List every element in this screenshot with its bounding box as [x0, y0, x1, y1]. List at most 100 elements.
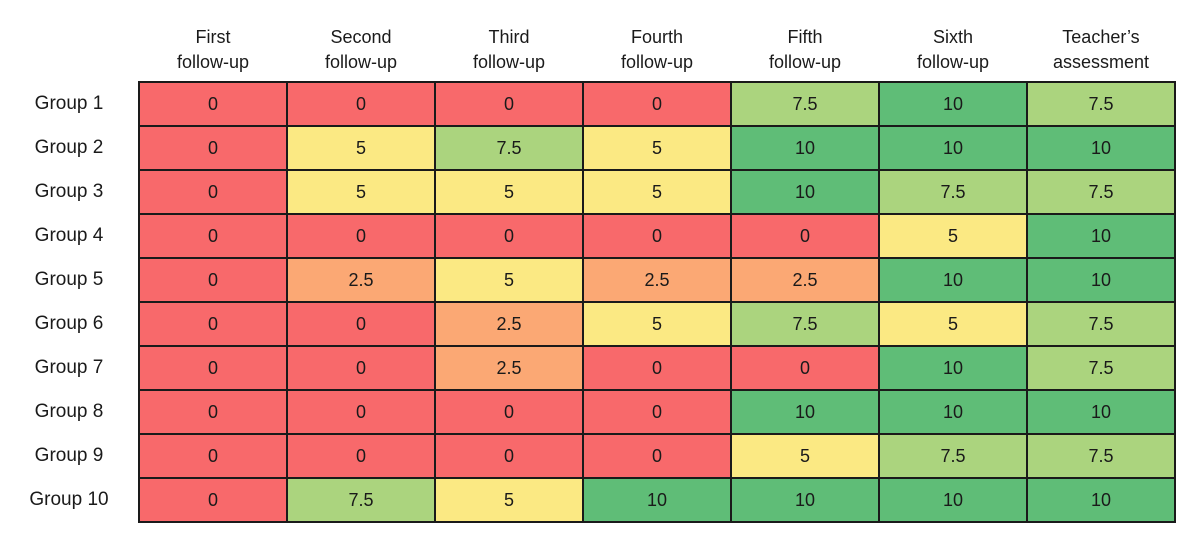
heatmap-cell: 7.5: [1026, 301, 1176, 347]
row-label: Group 9: [0, 434, 139, 478]
heatmap-header-row: First follow-up Second follow-up Third f…: [0, 6, 1175, 82]
heatmap-cell: 5: [878, 301, 1028, 347]
column-header-line2: follow-up: [768, 51, 842, 72]
heatmap-body: Group 1 0 0 0 0 7.5 10 7.5 Group 2 0 5 7…: [0, 81, 1176, 523]
table-row: Group 4 0 0 0 0 0 5 10: [0, 213, 1176, 259]
assessment-heatmap-table: First follow-up Second follow-up Third f…: [0, 6, 1176, 523]
heatmap-cell: 0: [582, 433, 732, 479]
heatmap-cell: 0: [582, 389, 732, 435]
row-label: Group 5: [0, 258, 139, 302]
column-header-line1: Third: [488, 27, 530, 48]
heatmap-cell: 2.5: [582, 257, 732, 303]
heatmap-cell: 10: [878, 125, 1028, 171]
column-header: Third follow-up: [435, 6, 583, 82]
row-label: Group 1: [0, 82, 139, 126]
heatmap-cell: 0: [286, 345, 436, 391]
heatmap-cell: 2.5: [730, 257, 880, 303]
heatmap-cell: 0: [582, 213, 732, 259]
heatmap-cell: 7.5: [1026, 81, 1176, 127]
heatmap-cell: 7.5: [286, 477, 436, 523]
row-label: Group 7: [0, 346, 139, 390]
heatmap-cell: 10: [1026, 477, 1176, 523]
column-header-line1: Teacher’s: [1062, 27, 1140, 48]
column-header-line2: assessment: [1052, 51, 1150, 72]
heatmap-cell: 7.5: [1026, 433, 1176, 479]
column-header-line1: First: [195, 27, 231, 48]
heatmap-cell: 0: [286, 213, 436, 259]
row-label: Group 3: [0, 170, 139, 214]
heatmap-cell: 2.5: [434, 301, 584, 347]
column-header-line1: Fourth: [630, 27, 684, 48]
heatmap-cell: 10: [730, 477, 880, 523]
heatmap-cell: 2.5: [286, 257, 436, 303]
heatmap-cell: 0: [730, 213, 880, 259]
heatmap-cell: 0: [434, 389, 584, 435]
heatmap-cell: 5: [434, 257, 584, 303]
column-header-line1: Sixth: [932, 27, 974, 48]
column-header-line1: Second: [330, 27, 392, 48]
heatmap-cell: 10: [730, 125, 880, 171]
heatmap-cell: 7.5: [878, 433, 1028, 479]
heatmap-cell: 0: [434, 433, 584, 479]
table-row: Group 1 0 0 0 0 7.5 10 7.5: [0, 81, 1176, 127]
column-header-line2: follow-up: [620, 51, 694, 72]
column-header: Second follow-up: [287, 6, 435, 82]
heatmap-cell: 2.5: [434, 345, 584, 391]
column-header-line1: Fifth: [787, 27, 823, 48]
heatmap-cell: 0: [138, 125, 288, 171]
column-header-line2: follow-up: [472, 51, 546, 72]
row-label: Group 10: [0, 478, 139, 522]
heatmap-cell: 0: [138, 301, 288, 347]
heatmap-cell: 0: [138, 257, 288, 303]
heatmap-cell: 0: [730, 345, 880, 391]
column-header: Sixth follow-up: [879, 6, 1027, 82]
heatmap-cell: 0: [286, 81, 436, 127]
heatmap-cell: 7.5: [1026, 169, 1176, 215]
table-row: Group 9 0 0 0 0 5 7.5 7.5: [0, 433, 1176, 479]
column-header-line2: follow-up: [324, 51, 398, 72]
heatmap-cell: 0: [138, 433, 288, 479]
table-row: Group 7 0 0 2.5 0 0 10 7.5: [0, 345, 1176, 391]
heatmap-cell: 10: [1026, 213, 1176, 259]
heatmap-cell: 0: [138, 477, 288, 523]
column-header: Fifth follow-up: [731, 6, 879, 82]
heatmap-cell: 5: [434, 169, 584, 215]
row-label: Group 2: [0, 126, 139, 170]
row-label: Group 8: [0, 390, 139, 434]
heatmap-cell: 5: [582, 301, 732, 347]
heatmap-cell: 0: [434, 213, 584, 259]
heatmap-cell: 0: [286, 301, 436, 347]
heatmap-cell: 0: [138, 213, 288, 259]
heatmap-cell: 7.5: [1026, 345, 1176, 391]
heatmap-cell: 10: [878, 477, 1028, 523]
heatmap-cell: 5: [582, 125, 732, 171]
heatmap-cell: 10: [582, 477, 732, 523]
table-row: Group 6 0 0 2.5 5 7.5 5 7.5: [0, 301, 1176, 347]
row-label: Group 4: [0, 214, 139, 258]
heatmap-cell: 5: [286, 169, 436, 215]
column-header-line2: follow-up: [176, 51, 250, 72]
table-row: Group 10 0 7.5 5 10 10 10 10: [0, 477, 1176, 523]
heatmap-cell: 10: [878, 389, 1028, 435]
heatmap-cell: 5: [878, 213, 1028, 259]
heatmap-cell: 0: [138, 389, 288, 435]
heatmap-cell: 10: [730, 169, 880, 215]
heatmap-cell: 10: [878, 257, 1028, 303]
column-header: Teacher’s assessment: [1027, 6, 1175, 82]
heatmap-cell: 10: [730, 389, 880, 435]
heatmap-cell: 7.5: [730, 81, 880, 127]
heatmap-cell: 10: [1026, 125, 1176, 171]
row-label: Group 6: [0, 302, 139, 346]
table-row: Group 2 0 5 7.5 5 10 10 10: [0, 125, 1176, 171]
heatmap-cell: 7.5: [878, 169, 1028, 215]
heatmap-cell: 0: [434, 81, 584, 127]
heatmap-cell: 0: [286, 389, 436, 435]
heatmap-cell: 5: [582, 169, 732, 215]
heatmap-cell: 5: [434, 477, 584, 523]
heatmap-cell: 0: [582, 345, 732, 391]
table-row: Group 8 0 0 0 0 10 10 10: [0, 389, 1176, 435]
heatmap-cell: 10: [1026, 389, 1176, 435]
heatmap-cell: 0: [286, 433, 436, 479]
heatmap-cell: 7.5: [434, 125, 584, 171]
